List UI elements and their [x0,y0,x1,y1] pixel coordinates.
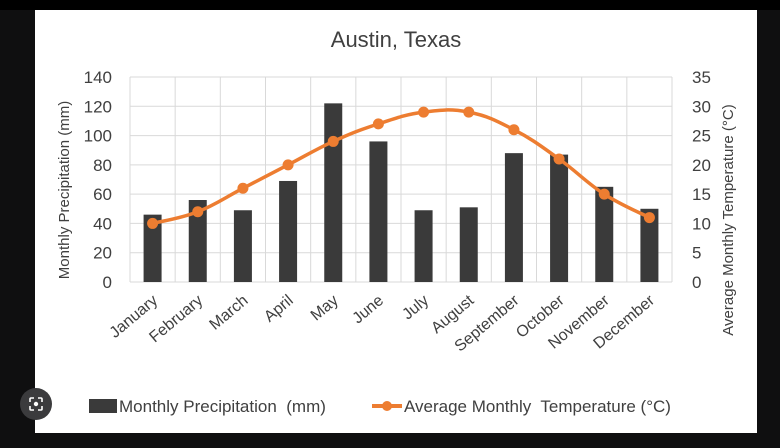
lens-icon [29,397,43,411]
temperature-point [508,124,520,136]
precipitation-bar [595,186,614,282]
left-axis-tick-label: 60 [93,185,112,204]
legend: Monthly Precipitation (mm) Average Month… [89,397,671,416]
right-axis-tick-label: 25 [692,127,711,146]
x-axis-tick-label: April [261,292,296,326]
right-axis-tick-label: 30 [692,97,711,116]
x-axis-tick-label: June [349,292,387,327]
left-axis-tick-label: 100 [84,127,112,146]
precipitation-bar [640,208,659,282]
temperature-point [282,159,294,171]
temperature-point [643,212,655,224]
left-axis-tick-label: 0 [103,273,112,292]
left-axis-tick-label: 80 [93,156,112,175]
precipitation-bar [233,210,252,282]
precipitation-bar [279,180,298,282]
x-axis-tick-label: March [207,292,252,334]
temperature-point [553,153,565,165]
precipitation-bar [188,200,207,282]
top-strip [0,0,780,10]
temperature-point [418,106,430,118]
temperature-point [192,206,204,218]
chart-svg: Austin, Texas 0 20 40 60 80 100 120 140 0 5 10 15 2… [56,27,737,416]
x-axis-tick-label: July [399,292,432,323]
legend-swatch-precipitation [89,399,117,413]
right-axis-tick-label: 5 [692,244,701,263]
left-axis-ticks: 0 20 40 60 80 100 120 140 [84,68,112,292]
line-series [147,106,655,229]
chart-card: Austin, Texas 0 20 40 60 80 100 120 140 0 5 10 15 2… [35,10,757,433]
right-axis-tick-label: 35 [692,68,711,87]
right-axis-ticks: 0 5 10 15 20 25 30 35 [692,68,711,292]
chart-title: Austin, Texas [331,27,461,52]
precipitation-bar [459,207,478,282]
precipitation-bar [143,214,162,282]
temperature-point [237,182,249,194]
legend-label-temperature: Average Monthly Temperature (°C) [404,397,671,416]
bar-series [143,103,659,282]
right-axis-tick-label: 15 [692,185,711,204]
right-axis-tick-label: 0 [692,273,701,292]
precipitation-bar [324,103,343,282]
left-axis-tick-label: 120 [84,97,112,116]
legend-marker-temperature [382,401,392,411]
left-axis-label: Monthly Precipitation (mm) [56,101,73,279]
precipitation-bar [550,154,569,282]
right-axis-tick-label: 10 [692,214,711,233]
left-axis-tick-label: 40 [93,214,112,233]
precipitation-bar [414,210,433,282]
image-search-button[interactable] [20,388,52,420]
precipitation-bar [369,141,388,282]
right-axis-tick-label: 20 [692,156,711,175]
temperature-point [463,106,475,118]
temperature-point [147,217,159,229]
temperature-point [327,135,339,147]
temperature-point [598,188,610,200]
precipitation-bar [504,153,523,282]
temperature-point [372,118,384,130]
left-axis-tick-label: 140 [84,68,112,87]
left-axis-tick-label: 20 [93,244,112,263]
right-axis-label: Average Monthly Temperature (°C) [720,104,737,335]
x-axis-tick-label: May [308,292,342,324]
gridlines [129,76,673,283]
legend-label-precipitation: Monthly Precipitation (mm) [119,397,326,416]
